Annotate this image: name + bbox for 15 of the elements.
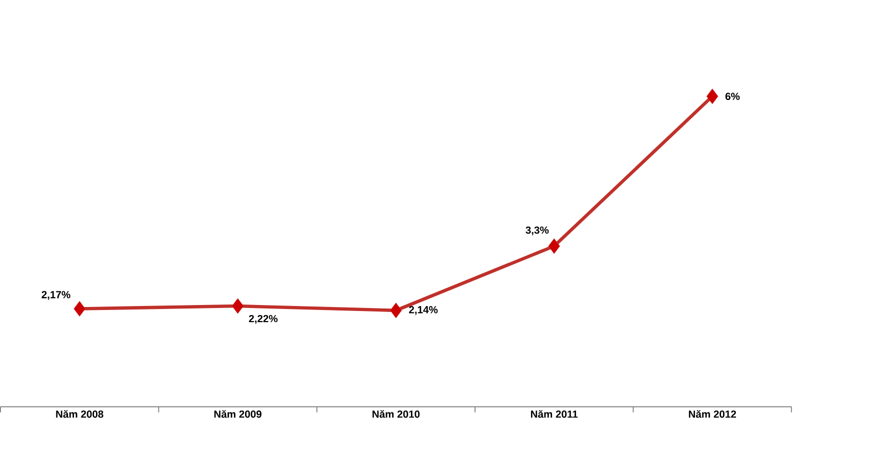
data-label: 2,22% — [248, 315, 278, 324]
data-label: 6% — [725, 92, 740, 100]
point — [232, 298, 244, 314]
x-tick-label: Năm 2008 — [56, 410, 104, 418]
data-label: 2,14% — [409, 306, 438, 315]
point — [390, 302, 402, 318]
x-tick-label: Năm 2009 — [214, 410, 262, 418]
x-tick-label: Năm 2011 — [531, 410, 578, 418]
data-label: 2,17% — [42, 291, 70, 300]
x-tick-label: Năm 2010 — [372, 410, 420, 418]
point — [548, 238, 560, 254]
point — [74, 301, 86, 317]
data-label: 3,3% — [526, 226, 549, 236]
x-tick-label: Năm 2012 — [688, 410, 736, 418]
point — [706, 88, 718, 104]
